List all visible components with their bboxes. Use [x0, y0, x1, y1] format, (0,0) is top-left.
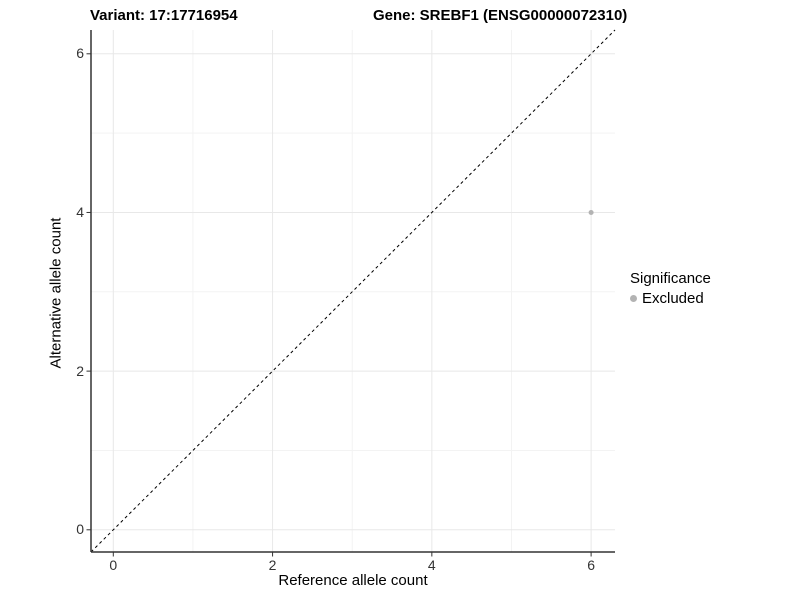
- legend: Significance Excluded: [630, 270, 711, 307]
- y-tick-label: 4: [76, 203, 84, 220]
- plot-title-gene: Gene: SREBF1 (ENSG00000072310): [373, 7, 628, 24]
- legend-item-label: Excluded: [642, 290, 704, 307]
- plot-title-variant: Variant: 17:17716954: [90, 7, 238, 24]
- y-axis-label: Alternative allele count: [47, 217, 65, 369]
- y-tick-label: 6: [76, 45, 84, 62]
- legend-item-excluded: Excluded: [630, 290, 711, 307]
- x-tick-label: 2: [268, 557, 277, 573]
- legend-point-swatch: [630, 295, 637, 302]
- identity-reference-line: [90, 29, 616, 553]
- legend-title: Significance: [630, 270, 711, 287]
- x-tick-label: 0: [109, 557, 118, 573]
- y-tick-label: 0: [76, 521, 84, 538]
- x-axis-label: Reference allele count: [278, 572, 428, 589]
- y-tick-label: 2: [76, 362, 84, 379]
- x-tick-label: 6: [587, 557, 596, 573]
- x-tick-label: 4: [427, 557, 436, 573]
- data-point-excluded: [588, 209, 594, 215]
